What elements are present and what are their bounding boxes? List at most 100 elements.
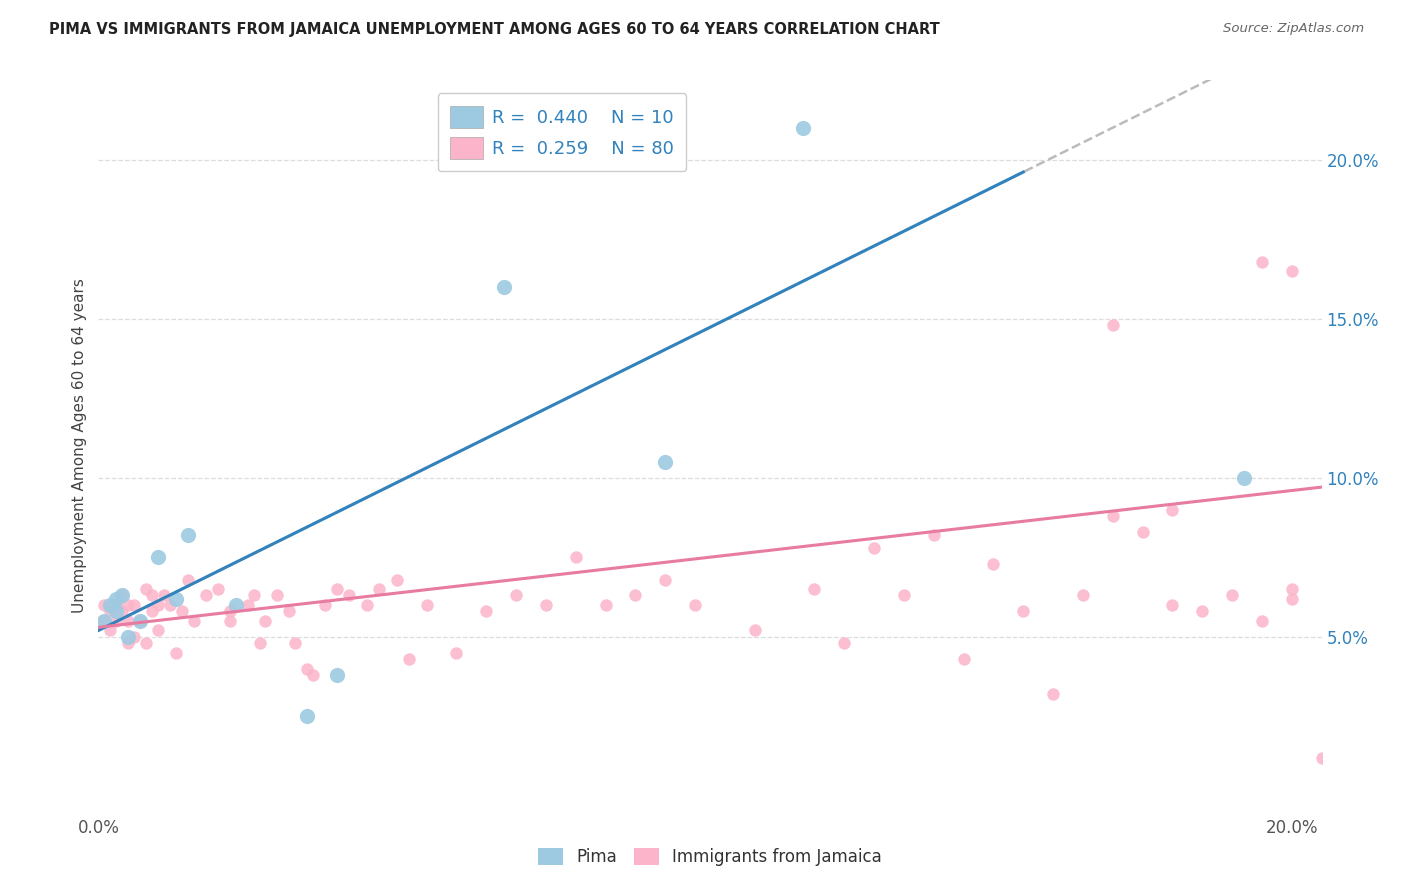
Y-axis label: Unemployment Among Ages 60 to 64 years: Unemployment Among Ages 60 to 64 years bbox=[72, 278, 87, 614]
Point bbox=[146, 624, 169, 638]
Point bbox=[1071, 589, 1094, 603]
Point bbox=[565, 550, 588, 565]
Point bbox=[1101, 318, 1123, 333]
Point bbox=[129, 614, 152, 628]
Point bbox=[624, 589, 647, 603]
Point bbox=[297, 709, 319, 723]
Point bbox=[117, 614, 139, 628]
Point bbox=[105, 598, 128, 612]
Point bbox=[117, 598, 139, 612]
Point bbox=[1132, 524, 1154, 539]
Point bbox=[505, 589, 527, 603]
Point bbox=[922, 528, 945, 542]
Point bbox=[141, 589, 163, 603]
Point bbox=[111, 589, 134, 603]
Point bbox=[863, 541, 886, 555]
Point bbox=[135, 582, 157, 596]
Point bbox=[117, 630, 139, 644]
Point bbox=[129, 614, 152, 628]
Point bbox=[654, 455, 676, 469]
Point bbox=[1281, 591, 1303, 606]
Point bbox=[146, 550, 169, 565]
Point bbox=[475, 604, 498, 618]
Point bbox=[183, 614, 205, 628]
Point bbox=[1251, 254, 1274, 268]
Point bbox=[93, 614, 115, 628]
Point bbox=[1012, 604, 1035, 618]
Point bbox=[177, 528, 200, 542]
Point bbox=[218, 614, 240, 628]
Point bbox=[654, 573, 676, 587]
Point bbox=[266, 589, 288, 603]
Point bbox=[314, 598, 336, 612]
Point bbox=[385, 573, 408, 587]
Point bbox=[792, 120, 814, 135]
Point bbox=[165, 646, 187, 660]
Point bbox=[93, 614, 115, 628]
Point bbox=[98, 598, 121, 612]
Point bbox=[803, 582, 825, 596]
Point bbox=[744, 624, 766, 638]
Legend: Pima, Immigrants from Jamaica: Pima, Immigrants from Jamaica bbox=[531, 841, 889, 873]
Point bbox=[105, 591, 128, 606]
Point bbox=[236, 598, 259, 612]
Point bbox=[111, 589, 134, 603]
Point bbox=[284, 636, 307, 650]
Point bbox=[302, 668, 325, 682]
Point bbox=[367, 582, 389, 596]
Point bbox=[356, 598, 378, 612]
Point bbox=[218, 604, 240, 618]
Point bbox=[117, 636, 139, 650]
Point bbox=[952, 652, 974, 666]
Point bbox=[1310, 750, 1333, 764]
Point bbox=[207, 582, 229, 596]
Point bbox=[1233, 471, 1256, 485]
Point bbox=[249, 636, 271, 650]
Point bbox=[297, 662, 319, 676]
Point bbox=[534, 598, 557, 612]
Point bbox=[1281, 264, 1303, 278]
Point bbox=[446, 646, 468, 660]
Point bbox=[326, 582, 349, 596]
Point bbox=[177, 573, 200, 587]
Point bbox=[326, 668, 349, 682]
Point bbox=[122, 598, 145, 612]
Point bbox=[337, 589, 360, 603]
Point bbox=[595, 598, 617, 612]
Point bbox=[983, 557, 1005, 571]
Point bbox=[111, 604, 134, 618]
Point bbox=[141, 604, 163, 618]
Point bbox=[135, 636, 157, 650]
Point bbox=[1220, 589, 1243, 603]
Point bbox=[1251, 614, 1274, 628]
Point bbox=[415, 598, 437, 612]
Text: Source: ZipAtlas.com: Source: ZipAtlas.com bbox=[1223, 22, 1364, 36]
Point bbox=[254, 614, 277, 628]
Point bbox=[1161, 598, 1184, 612]
Point bbox=[122, 630, 145, 644]
Point bbox=[1161, 502, 1184, 516]
Point bbox=[398, 652, 420, 666]
Point bbox=[105, 604, 128, 618]
Point bbox=[153, 589, 176, 603]
Point bbox=[98, 604, 121, 618]
Text: PIMA VS IMMIGRANTS FROM JAMAICA UNEMPLOYMENT AMONG AGES 60 TO 64 YEARS CORRELATI: PIMA VS IMMIGRANTS FROM JAMAICA UNEMPLOY… bbox=[49, 22, 941, 37]
Point bbox=[225, 598, 247, 612]
Point bbox=[893, 589, 915, 603]
Point bbox=[1191, 604, 1213, 618]
Point bbox=[494, 280, 516, 294]
Point bbox=[278, 604, 301, 618]
Point bbox=[98, 624, 121, 638]
Point bbox=[1281, 582, 1303, 596]
Point bbox=[93, 598, 115, 612]
Point bbox=[194, 589, 217, 603]
Point bbox=[832, 636, 855, 650]
Point bbox=[146, 598, 169, 612]
Point bbox=[1101, 508, 1123, 523]
Point bbox=[242, 589, 264, 603]
Point bbox=[1042, 687, 1064, 701]
Point bbox=[170, 604, 193, 618]
Point bbox=[683, 598, 706, 612]
Point bbox=[105, 614, 128, 628]
Point bbox=[159, 598, 181, 612]
